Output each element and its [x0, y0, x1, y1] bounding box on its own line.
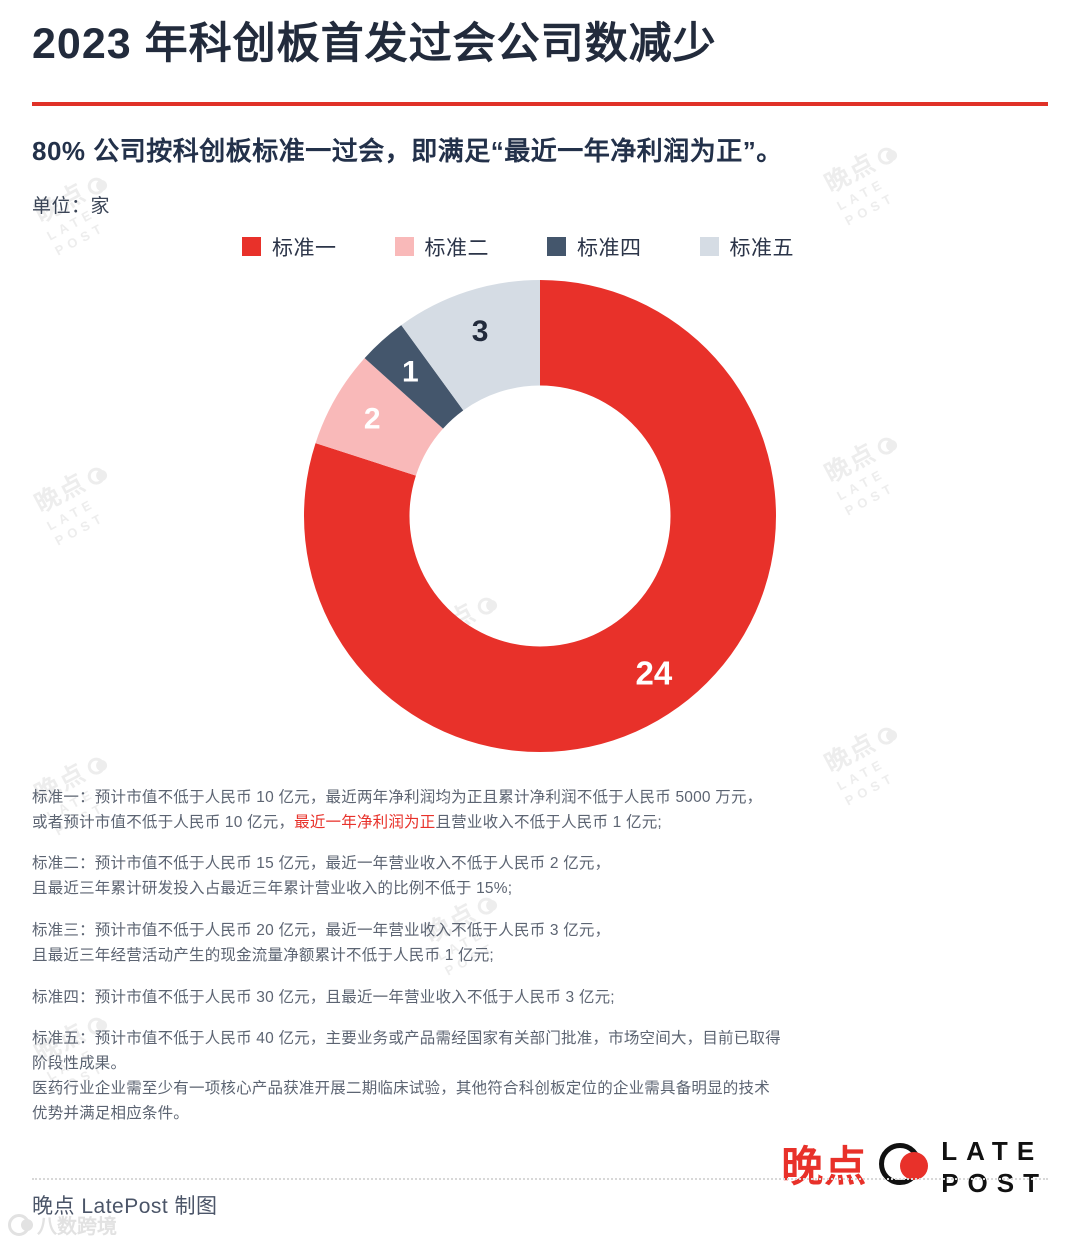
legend-item-standard-5[interactable]: 标准五	[699, 232, 795, 262]
footnote-line: 阶段性成果。	[32, 1055, 127, 1073]
footnote-highlight: 最近一年净利润为正	[294, 813, 436, 831]
legend-item-standard-2[interactable]: 标准二	[394, 232, 490, 262]
footnote-line: 标准一：预计市值不低于人民币 10 亿元，最近两年净利润均为正且累计净利润不低于…	[32, 788, 763, 806]
footnote-line: 或者预计市值不低于人民币 10 亿元，	[32, 813, 295, 831]
footnote-line: 标准二：预计市值不低于人民币 15 亿元，最近一年营业收入不低于人民币 2 亿元…	[32, 855, 611, 873]
legend-item-standard-1[interactable]: 标准一	[242, 232, 337, 262]
donut-slice-group	[304, 279, 776, 752]
legend-label: 标准五	[729, 236, 794, 260]
donut-chart-svg: 24 21 3	[304, 279, 776, 752]
corner-watermark-text: 八数跨境	[37, 1216, 117, 1238]
title-divider	[32, 101, 1048, 106]
footnote-line: 医药行业企业需至少有一项核心产品获准开展二期临床试验，其他符合科创板定位的企业需…	[32, 1080, 770, 1098]
subtitle: 80% 公司按科创板标准一过会，即满足“最近一年净利润为正”。	[32, 135, 783, 166]
footnote-standard-2: 标准二：预计市值不低于人民币 15 亿元，最近一年营业收入不低于人民币 2 亿元…	[32, 852, 1048, 902]
donut-value-label-4: 3	[472, 315, 489, 348]
donut-value-label-2: 2	[364, 402, 381, 435]
corner-watermark-icon	[8, 1213, 33, 1236]
legend-label: 标准四	[577, 236, 642, 260]
footnote-line: 且最近三年累计研发投入占最近三年累计营业收入的比例不低于 15%;	[32, 880, 513, 898]
page-footer: 晚点 LATE POST 晚点 LatePost 制图	[32, 1138, 1048, 1240]
footnote-line: 且最近三年经营活动产生的现金流量净额累计不低于人民币 1 亿元;	[32, 946, 494, 964]
unit-label: 单位：家	[32, 195, 111, 217]
logo-word-post: POST	[941, 1167, 1048, 1198]
footnote-standard-1: 标准一：预计市值不低于人民币 10 亿元，最近两年净利润均为正且累计净利润不低于…	[32, 786, 1048, 836]
logo-wordmark: LATE POST	[941, 1138, 1048, 1196]
legend-swatch-icon	[242, 237, 261, 257]
legend-label: 标准一	[272, 236, 337, 260]
donut-value-label-1: 24	[636, 654, 673, 691]
footnote-line: 标准三：预计市值不低于人民币 20 亿元，最近一年营业收入不低于人民币 3 亿元…	[32, 922, 611, 940]
logo-word-late: LATE	[941, 1135, 1044, 1166]
footnote-standard-3: 标准三：预计市值不低于人民币 20 亿元，最近一年营业收入不低于人民币 3 亿元…	[32, 919, 1048, 969]
footer-divider	[32, 1177, 1048, 1180]
donut-value-label-3: 1	[402, 355, 419, 388]
footnotes: 标准一：预计市值不低于人民币 10 亿元，最近两年净利润均为正且累计净利润不低于…	[32, 786, 1048, 1127]
donut-slice-3[interactable]	[364, 324, 464, 429]
donut-chart: 24 2 1 3	[32, 278, 1048, 778]
footnote-line: 标准四：预计市值不低于人民币 30 亿元，且最近一年营业收入不低于人民币 3 亿…	[32, 988, 615, 1006]
logo-mark-icon	[879, 1142, 929, 1191]
footnote-standard-5: 标准五：预计市值不低于人民币 40 亿元，主要业务或产品需经国家有关部门批准，市…	[32, 1027, 1048, 1126]
donut-slice-4[interactable]	[401, 279, 540, 411]
page-title: 2023 年科创板首发过会公司数减少	[32, 20, 717, 68]
donut-label-group: 24 21 3	[364, 315, 673, 691]
donut-slice-1[interactable]	[304, 279, 776, 752]
footnote-line: 且营业收入不低于人民币 1 亿元;	[435, 813, 662, 831]
legend-label: 标准二	[424, 236, 489, 260]
logo-dot-icon	[900, 1151, 929, 1180]
donut-slice-2[interactable]	[315, 357, 444, 476]
corner-watermark: 八数跨境	[8, 1210, 117, 1239]
credit-line: 晚点 LatePost 制图	[32, 1194, 218, 1218]
legend-item-standard-4[interactable]: 标准四	[547, 232, 642, 262]
legend-swatch-icon	[394, 237, 414, 257]
legend-swatch-icon	[699, 237, 719, 257]
legend-swatch-icon	[547, 237, 566, 257]
footnote-standard-4: 标准四：预计市值不低于人民币 30 亿元，且最近一年营业收入不低于人民币 3 亿…	[32, 986, 1048, 1011]
chart-legend: 标准一 标准二 标准四 标准五	[32, 232, 1048, 262]
footnote-line: 标准五：预计市值不低于人民币 40 亿元，主要业务或产品需经国家有关部门批准，市…	[32, 1030, 781, 1048]
footnote-line: 优势并满足相应条件。	[32, 1104, 190, 1122]
logo-brand-cn: 晚点	[781, 1142, 868, 1190]
latepost-logo: 晚点 LATE POST	[781, 1138, 1048, 1196]
